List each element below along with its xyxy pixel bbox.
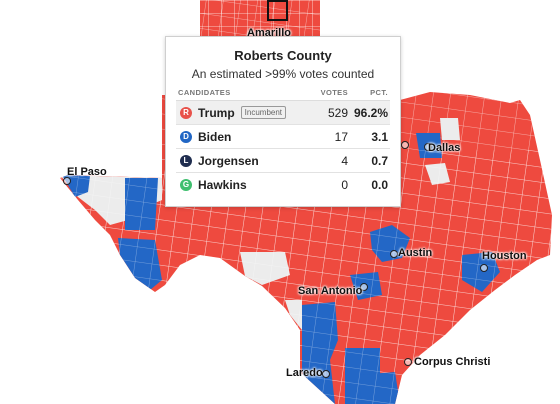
candidate-votes: 529 xyxy=(327,105,348,120)
party-badge-g: G xyxy=(180,178,192,191)
results-table: CANDIDATES VOTES PCT. R Trump Incumbent … xyxy=(176,85,390,196)
candidate-name: Hawkins xyxy=(198,177,247,192)
candidate-pct: 3.1 xyxy=(371,129,388,144)
candidate-name: Biden xyxy=(198,129,232,144)
roberts-county-highlight[interactable] xyxy=(267,0,288,21)
party-badge-r: R xyxy=(180,106,192,119)
city-marker-el-paso xyxy=(63,177,71,185)
candidate-votes: 0 xyxy=(341,177,348,192)
candidate-row-hawkins: G Hawkins 0 0.0 xyxy=(176,173,390,196)
candidate-pct: 0.0 xyxy=(371,177,388,192)
city-marker-corpus-christi xyxy=(404,358,412,366)
city-label-el-paso: El Paso xyxy=(67,166,107,178)
city-label-austin: Austin xyxy=(398,247,433,259)
north-gray-county xyxy=(440,118,460,140)
city-marker-austin xyxy=(390,250,398,258)
city-label-san-antonio: San Antonio xyxy=(298,285,363,297)
incumbent-badge: Incumbent xyxy=(240,106,287,119)
candidate-pct: 0.7 xyxy=(371,153,388,168)
header-votes: VOTES xyxy=(320,88,348,97)
city-marker-san-antonio xyxy=(360,283,368,291)
city-label-laredo: Laredo xyxy=(286,367,323,379)
candidate-votes: 17 xyxy=(334,129,348,144)
party-badge-l: L xyxy=(180,154,192,167)
candidate-name: Trump xyxy=(198,105,235,120)
city-label-houston: Houston xyxy=(482,250,527,262)
votes-counted-status: An estimated >99% votes counted xyxy=(191,67,375,81)
candidate-row-jorgensen: L Jorgensen 4 0.7 xyxy=(176,149,390,173)
candidate-pct: 96.2% xyxy=(353,105,388,120)
city-marker-houston xyxy=(480,264,488,272)
header-candidates: CANDIDATES xyxy=(178,88,231,97)
results-table-header: CANDIDATES VOTES PCT. xyxy=(176,85,390,101)
party-badge-d: D xyxy=(180,130,192,143)
city-marker-fort-worth xyxy=(424,143,432,151)
city-marker-dallas xyxy=(401,141,409,149)
header-pct: PCT. xyxy=(370,88,388,97)
city-marker-laredo xyxy=(322,370,330,378)
candidate-name: Jorgensen xyxy=(198,153,259,168)
county-name: Roberts County xyxy=(234,48,332,63)
county-results-tooltip: Roberts County An estimated >99% votes c… xyxy=(165,36,401,207)
candidate-votes: 4 xyxy=(341,153,348,168)
candidate-row-biden: D Biden 17 3.1 xyxy=(176,125,390,149)
city-label-corpus-christi: Corpus Christi xyxy=(414,356,491,368)
city-label-dallas: Dallas xyxy=(428,142,461,154)
candidate-row-trump: R Trump Incumbent 529 96.2% xyxy=(176,101,390,125)
